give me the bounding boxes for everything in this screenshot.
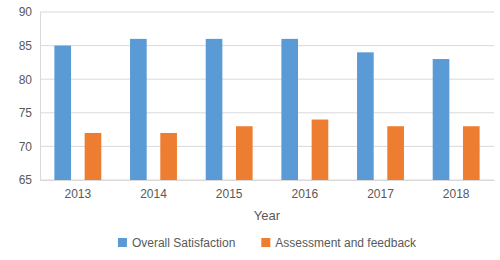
grid-line [40, 12, 494, 13]
plot: 65 70 75 80 85 90 2013 2014 2015 2016 2017 2018 [19, 5, 495, 200]
legend-swatch [118, 238, 127, 247]
y-tick-label: 70 [19, 140, 33, 154]
bar [312, 120, 329, 180]
y-tick: 75 [19, 106, 40, 120]
y-tick-label: 85 [19, 39, 33, 53]
bar [463, 126, 480, 180]
y-tick: 85 [19, 39, 40, 53]
x-axis: 2013 2014 2015 2016 2017 2018 [41, 180, 495, 201]
bar [281, 39, 298, 180]
legend-label: Assessment and feedback [275, 236, 417, 250]
grid-line [40, 45, 494, 46]
x-tick-label: 2014 [140, 187, 167, 201]
x-tick-label: 2017 [367, 187, 394, 201]
x-tick: 2013 [64, 180, 91, 201]
x-axis-title: Year [254, 208, 281, 223]
legend-item: Overall Satisfaction [118, 236, 235, 250]
grid-line [40, 79, 494, 80]
bar [54, 46, 71, 180]
bar [206, 39, 223, 180]
y-tick-label: 65 [19, 173, 33, 187]
grid-line [40, 180, 494, 181]
y-tick: 90 [19, 5, 40, 19]
y-tick-label: 80 [19, 73, 33, 87]
bar [433, 59, 450, 180]
x-axis-line [41, 180, 495, 181]
y-axis: 65 70 75 80 85 90 [19, 5, 41, 187]
bar [387, 126, 404, 180]
x-tick: 2015 [216, 180, 243, 201]
y-tick: 65 [19, 173, 40, 187]
bar [357, 52, 374, 180]
x-tick-label: 2018 [443, 187, 470, 201]
chart: 65 70 75 80 85 90 2013 2014 2015 2016 2017 2018 Year… [0, 0, 500, 260]
x-tick: 2014 [140, 180, 167, 201]
grid-line [40, 112, 494, 113]
x-tick: 2018 [443, 180, 470, 201]
y-tick: 70 [19, 140, 40, 154]
y-tick-label: 90 [19, 5, 33, 19]
legend-swatch [261, 238, 270, 247]
legend: Overall Satisfaction Assessment and feedb… [118, 236, 417, 250]
bars [54, 39, 479, 180]
x-tick: 2017 [367, 180, 394, 201]
bar [130, 39, 147, 180]
bar [85, 133, 102, 180]
grid [40, 12, 494, 180]
x-tick: 2016 [291, 180, 318, 201]
y-axis-line [40, 13, 41, 181]
y-tick: 80 [19, 73, 40, 87]
x-tick-label: 2016 [291, 187, 318, 201]
x-tick-label: 2013 [64, 187, 91, 201]
x-tick-label: 2015 [216, 187, 243, 201]
legend-label: Overall Satisfaction [132, 236, 235, 250]
legend-item: Assessment and feedback [261, 236, 417, 250]
grid-line [40, 146, 494, 147]
bar [160, 133, 177, 180]
y-tick-label: 75 [19, 106, 33, 120]
bar [236, 126, 253, 180]
